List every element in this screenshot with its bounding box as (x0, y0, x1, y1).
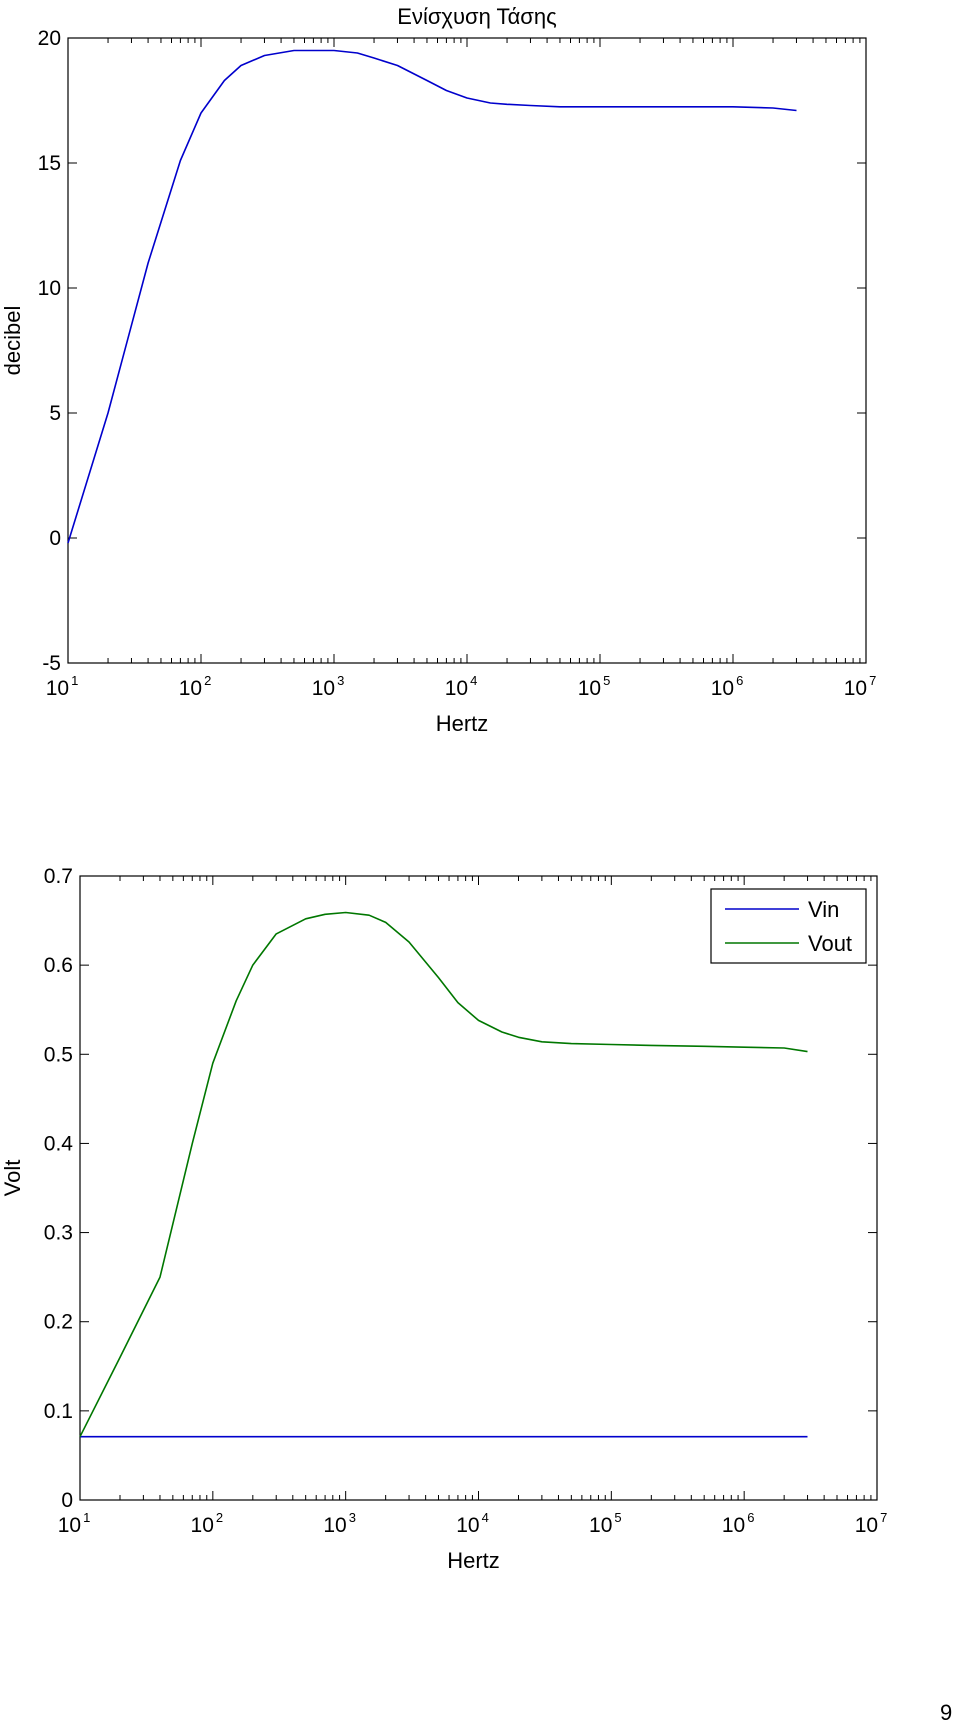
x-tick-label-exponent: 6 (736, 673, 743, 688)
legend-label: Vin (808, 897, 839, 922)
y-tick-label: 0.6 (44, 954, 73, 977)
legend-label: Vout (808, 931, 852, 956)
plot-frame (79, 875, 878, 1501)
x-tick-label-base: 10 (722, 1514, 745, 1537)
y-tick-label: -5 (42, 652, 61, 675)
x-tick-label-exponent: 1 (71, 673, 78, 688)
x-tick-label-base: 10 (58, 1514, 81, 1537)
x-tick-label: 10 6 (711, 673, 744, 700)
series-line-1 (67, 49, 797, 544)
y-tick-label: 5 (49, 402, 61, 425)
x-tick-label-exponent: 7 (869, 673, 876, 688)
x-tick-label-base: 10 (179, 677, 202, 700)
x-tick-label: 10 4 (445, 673, 478, 700)
x-tick-label-base: 10 (445, 677, 468, 700)
x-tick-label: 10 6 (722, 1510, 755, 1537)
x-tick-label-exponent: 4 (482, 1510, 489, 1525)
x-tick-label-base: 10 (191, 1514, 214, 1537)
y-tick-label: 0.1 (44, 1400, 73, 1423)
x-tick-label-base: 10 (456, 1514, 479, 1537)
chart-2: 10 1 10 2 10 3 10 4 10 5 10 6 10 700.10.20.30.40.50.6… (0, 865, 887, 1573)
x-tick-label-exponent: 5 (603, 673, 610, 688)
x-tick-label-exponent: 6 (747, 1510, 754, 1525)
x-axis-title: Hertz (436, 711, 489, 736)
x-tick-label-exponent: 2 (216, 1510, 223, 1525)
x-tick-label: 10 7 (844, 673, 877, 700)
x-tick-label-base: 10 (855, 1514, 878, 1537)
y-tick-label: 15 (38, 152, 61, 175)
x-tick-label-exponent: 3 (349, 1510, 356, 1525)
y-axis-ticks (68, 37, 866, 664)
x-tick-label-base: 10 (312, 677, 335, 700)
y-tick-label: 0 (49, 527, 61, 550)
series-line-vout (79, 911, 808, 1438)
x-tick-label-exponent: 7 (880, 1510, 887, 1525)
x-tick-label-exponent: 2 (204, 673, 211, 688)
plot-frame (67, 37, 867, 664)
y-tick-label: 0.3 (44, 1222, 73, 1245)
x-tick-label: 10 3 (323, 1510, 356, 1537)
y-axis-title: Volt (0, 1160, 25, 1197)
x-tick-label-base: 10 (323, 1514, 346, 1537)
x-axis-title: Hertz (447, 1548, 500, 1573)
x-tick-label: 10 1 (46, 673, 79, 700)
legend-box (710, 888, 867, 964)
x-tick-label: 10 5 (589, 1510, 622, 1537)
legend: Vin Vout (710, 888, 867, 964)
x-tick-label-exponent: 3 (337, 673, 344, 688)
y-axis-ticks (80, 875, 877, 1501)
x-tick-label-exponent: 4 (470, 673, 477, 688)
x-tick-label-base: 10 (844, 677, 867, 700)
x-axis-ticks (79, 876, 878, 1500)
x-tick-label-exponent: 1 (83, 1510, 90, 1525)
x-tick-label-base: 10 (46, 677, 69, 700)
y-tick-label: 0.5 (44, 1043, 73, 1066)
chart-1: 10 1 10 2 10 3 10 4 10 5 10 6 10 7-505101520Hertzdeci… (0, 4, 876, 736)
x-tick-label: 10 3 (312, 673, 345, 700)
chart-title: Ενίσχυση Τάσης (397, 4, 556, 29)
x-tick-label: 10 7 (855, 1510, 888, 1537)
x-tick-label-exponent: 5 (614, 1510, 621, 1525)
page-number: 9 (940, 1700, 953, 1725)
x-axis-ticks (67, 38, 867, 663)
y-tick-label: 0.7 (44, 865, 73, 888)
x-tick-label: 10 5 (578, 673, 611, 700)
x-tick-label: 10 2 (191, 1510, 224, 1537)
x-tick-label: 10 4 (456, 1510, 489, 1537)
x-tick-label: 10 1 (58, 1510, 91, 1537)
y-tick-label: 0.4 (44, 1132, 74, 1155)
y-tick-label: 0 (61, 1489, 73, 1512)
x-tick-label-base: 10 (711, 677, 734, 700)
y-tick-label: 0.2 (44, 1311, 73, 1334)
y-tick-label: 10 (38, 277, 61, 300)
x-tick-label-base: 10 (578, 677, 601, 700)
x-tick-label-base: 10 (589, 1514, 612, 1537)
y-axis-title: decibel (0, 306, 25, 376)
x-tick-label: 10 2 (179, 673, 212, 700)
y-tick-label: 20 (38, 27, 61, 50)
